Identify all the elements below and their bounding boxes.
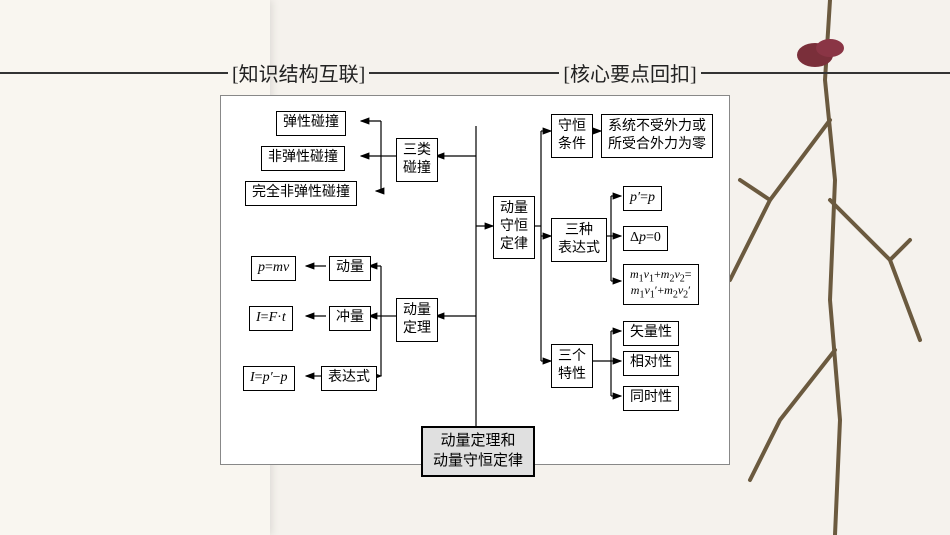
node-three-props: 三个特性 xyxy=(551,344,593,388)
node-elastic: 弹性碰撞 xyxy=(276,111,346,136)
rule-right xyxy=(701,72,950,74)
node-conservation-cond: 守恒条件 xyxy=(551,114,593,158)
node-three-expr: 三种表达式 xyxy=(551,218,607,262)
node-prop-c: 同时性 xyxy=(623,386,679,411)
node-prop-a: 矢量性 xyxy=(623,321,679,346)
node-expression-formula: I=p′−p xyxy=(243,366,295,391)
node-expr-c: m1v1+m2v2=m1v1′+m2v2′ xyxy=(623,264,699,305)
concept-diagram: 动量定理和动量守恒定律 动量守恒定律 三类碰撞 弹性碰撞 非弹性碰撞 完全非弹性… xyxy=(220,95,730,465)
node-cond-text: 系统不受外力或所受合外力为零 xyxy=(601,114,713,158)
rule-mid xyxy=(369,72,559,74)
node-expr-a: p′=p xyxy=(623,186,662,211)
node-impulse-label: 冲量 xyxy=(329,306,371,331)
node-center: 动量守恒定律 xyxy=(493,196,535,259)
node-momentum-theorem: 动量定理 xyxy=(396,298,438,342)
node-momentum-formula: p=mv xyxy=(251,256,296,281)
root-node: 动量定理和动量守恒定律 xyxy=(421,426,535,477)
node-collision-types: 三类碰撞 xyxy=(396,138,438,182)
node-perfectly-inelastic: 完全非弹性碰撞 xyxy=(245,181,357,206)
rule-left xyxy=(0,72,228,74)
node-impulse-formula: I=F·t xyxy=(249,306,293,331)
node-momentum-label: 动量 xyxy=(329,256,371,281)
header-right-label: [核心要点回扣] xyxy=(559,58,700,87)
node-expression-label: 表达式 xyxy=(321,366,377,391)
header-left-label: [知识结构互联] xyxy=(228,58,369,87)
node-prop-b: 相对性 xyxy=(623,351,679,376)
header-row: [知识结构互联] [核心要点回扣] xyxy=(0,58,950,87)
node-expr-b: Δp=0 xyxy=(623,226,668,251)
node-inelastic: 非弹性碰撞 xyxy=(261,146,345,171)
